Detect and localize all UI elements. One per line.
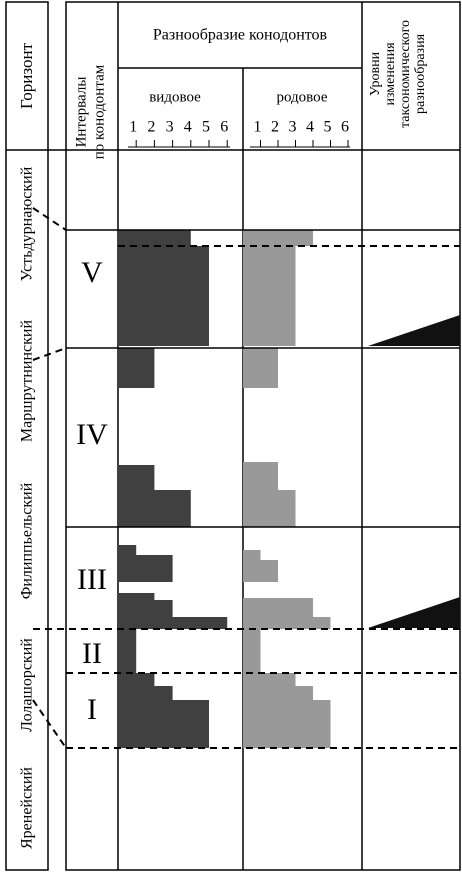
genus-scale-label: 5 xyxy=(324,119,332,136)
horizon-label: Лолашорский xyxy=(19,638,36,732)
species-bar xyxy=(118,686,173,700)
horizon-header: Горизонт xyxy=(17,42,36,109)
diversity-header: Разнообразие конодонтов xyxy=(153,27,328,44)
species-bar xyxy=(118,490,191,527)
interval-label: II xyxy=(82,637,102,670)
levels-header: Уровни xyxy=(368,51,383,96)
species-bar xyxy=(118,555,173,582)
levels-header: таксономического xyxy=(398,20,413,128)
level-wedge xyxy=(368,597,460,628)
genus-bar xyxy=(243,700,331,748)
levels-header: изменения xyxy=(383,42,398,106)
species-header: видовое xyxy=(149,89,201,105)
genus-scale-label: 1 xyxy=(254,119,262,136)
species-scale-label: 5 xyxy=(202,119,210,136)
species-scale-label: 3 xyxy=(166,119,174,136)
species-bar xyxy=(118,246,209,346)
horizon-label: Устьдурнаюский xyxy=(19,166,36,281)
species-bar xyxy=(118,593,155,600)
species-scale-label: 6 xyxy=(220,119,228,136)
levels-header: разнообразия xyxy=(413,33,428,114)
species-bar xyxy=(118,545,137,555)
genus-bar xyxy=(243,246,296,346)
boundaries xyxy=(32,207,460,749)
species-bar xyxy=(118,600,173,617)
horizon-label: Маршрутнинский xyxy=(19,320,36,443)
genus-bar xyxy=(243,673,296,686)
interval-label: I xyxy=(87,693,97,726)
intervals-header: Интервалы xyxy=(73,77,89,148)
species-bar xyxy=(118,348,155,388)
species-bar xyxy=(118,700,209,748)
main-table xyxy=(65,1,461,871)
genus-bar xyxy=(243,348,278,388)
species-bar xyxy=(118,230,191,246)
genus-bar xyxy=(243,686,313,700)
genus-bar xyxy=(243,617,331,629)
intervals-header: по конодонтам xyxy=(91,64,107,159)
species-bar xyxy=(118,465,155,490)
species-scale-label: 2 xyxy=(147,119,155,136)
genus-scale-label: 4 xyxy=(306,119,314,136)
genus-bar xyxy=(243,550,261,560)
genus-bar xyxy=(243,462,278,490)
species-bar xyxy=(118,629,137,673)
horizon-label: Филиппьельский xyxy=(19,482,36,599)
species-scale-label: 4 xyxy=(184,119,192,136)
species-scale-label: 1 xyxy=(129,119,137,136)
genus-header: родовое xyxy=(276,89,327,105)
genus-scale-label: 3 xyxy=(289,119,297,136)
horizon-label: Яренейский xyxy=(19,767,36,849)
genus-scale-label: 6 xyxy=(341,119,349,136)
genus-bar xyxy=(243,490,296,527)
horizon-column xyxy=(5,1,49,871)
species-bar xyxy=(118,673,155,686)
interval-label: IV xyxy=(76,418,108,451)
genus-scale-label: 2 xyxy=(271,119,279,136)
genus-bar xyxy=(243,560,278,582)
genus-bar xyxy=(243,629,261,673)
interval-label: V xyxy=(81,256,103,289)
species-bar xyxy=(118,617,228,629)
level-wedge xyxy=(368,315,460,346)
genus-bar xyxy=(243,598,313,617)
genus-bar xyxy=(243,230,313,246)
interval-label: III xyxy=(77,563,107,596)
